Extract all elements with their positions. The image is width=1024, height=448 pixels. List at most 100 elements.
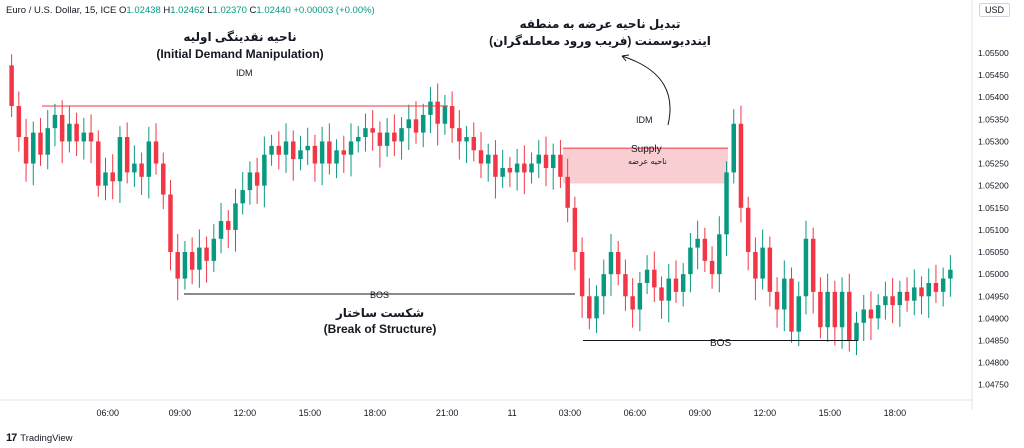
candle-body <box>933 282 939 292</box>
time-tick-label: 06:00 <box>624 408 647 418</box>
tradingview-branding[interactable]: 17 TradingView <box>6 432 73 444</box>
supply-label: Supply <box>631 144 662 155</box>
candle-body <box>413 119 419 133</box>
candle-body <box>269 145 274 155</box>
candle-body <box>276 145 282 155</box>
candle-body <box>348 141 354 155</box>
price-axis[interactable]: 1.05500 1.05450 1.05400 1.05350 1.05300 1.052… <box>971 0 1009 410</box>
candle-body <box>189 252 195 270</box>
candle-body <box>449 106 455 129</box>
candle-body <box>789 278 794 332</box>
time-tick-label: 03:00 <box>559 408 582 418</box>
candle-body <box>601 274 607 297</box>
candle-body <box>825 291 830 328</box>
candle-body <box>919 287 924 297</box>
candle-body <box>493 154 498 177</box>
candle-body <box>478 150 484 164</box>
time-tick-label: 15:00 <box>819 408 842 418</box>
candle-body <box>926 282 931 297</box>
bos-title-fa: شکست ساختار <box>335 306 425 320</box>
candle-body <box>377 132 383 146</box>
price-tick-label: 1.05150 <box>978 203 1009 213</box>
candle-body <box>471 137 477 151</box>
candle-body <box>161 163 166 195</box>
currency-button[interactable]: USD <box>978 3 1010 17</box>
candle-body <box>298 150 303 160</box>
candle-body <box>226 221 231 230</box>
candle-body <box>839 291 845 328</box>
candle-body <box>875 305 881 319</box>
candle-body <box>688 247 693 275</box>
candle-body <box>457 128 462 142</box>
candle-body <box>52 114 58 129</box>
candle-body <box>897 291 903 306</box>
candle-body <box>847 291 852 341</box>
initial-demand-title-fa: ناحیه نقدینگی اولیه <box>183 30 297 44</box>
candle-body <box>392 132 397 142</box>
low-value: 1.02370 <box>212 5 247 16</box>
price-tick-label: 1.05000 <box>978 269 1009 279</box>
tradingview-logo-icon: 17 <box>6 432 17 444</box>
candle-body <box>868 309 874 319</box>
candle-body <box>9 65 14 107</box>
close-label: C <box>249 5 257 16</box>
time-tick-label: 09:00 <box>169 408 192 418</box>
candle-body <box>615 252 621 275</box>
candle-body <box>522 163 527 173</box>
candle-body <box>81 132 87 142</box>
symbol-label[interactable]: Euro / U.S. Dollar, 15, ICE <box>6 5 117 16</box>
candle-body <box>774 291 780 310</box>
price-tick-label: 1.05200 <box>978 181 1009 191</box>
candle-body <box>435 101 440 124</box>
candle-body <box>500 167 505 177</box>
candle-body <box>204 247 209 261</box>
candle-body <box>305 145 310 151</box>
candle-body <box>399 128 404 142</box>
candle-body <box>753 252 758 279</box>
candle-body <box>355 137 361 142</box>
candle-body <box>240 190 245 204</box>
candle-body <box>818 291 823 328</box>
candle-body <box>334 150 339 164</box>
candle-body <box>153 141 159 164</box>
open-value: 1.02438 <box>126 5 161 16</box>
candle-body <box>695 238 700 248</box>
time-tick-label: 06:00 <box>96 408 119 418</box>
candle-body <box>572 207 578 253</box>
candle-body <box>536 154 542 164</box>
candle-body <box>74 123 79 142</box>
candle-body <box>283 141 289 155</box>
candle-body <box>803 238 809 297</box>
candle-body <box>420 114 426 133</box>
candle-body <box>717 234 722 275</box>
candle-body <box>709 260 715 275</box>
candle-body <box>464 137 469 142</box>
candle-body <box>637 282 643 310</box>
candle-body <box>514 163 520 173</box>
price-tick-label: 1.05250 <box>978 159 1009 169</box>
candle-body <box>558 154 563 177</box>
time-tick-label: 21:00 <box>436 408 459 418</box>
candle-body <box>370 128 375 133</box>
price-tick-label: 1.05450 <box>978 70 1009 80</box>
candle-body <box>854 322 859 341</box>
price-tick-label: 1.04850 <box>978 335 1009 345</box>
candle-body <box>233 203 238 230</box>
candle-body <box>319 141 325 164</box>
candle-body <box>23 137 29 164</box>
candle-body <box>543 154 549 168</box>
candle-body <box>890 296 895 306</box>
time-tick-label: 09:00 <box>689 408 712 418</box>
price-tick-label: 1.05500 <box>978 48 1009 58</box>
candle-body <box>594 296 599 319</box>
candle-body <box>608 252 614 275</box>
time-axis[interactable]: 06:00 09:00 12:00 15:00 18:00 21:00 11 03:00 06:… <box>0 399 972 418</box>
candle-body <box>630 296 635 310</box>
candle-body <box>565 176 570 208</box>
candle-body <box>254 172 260 186</box>
high-value: 1.02462 <box>170 5 205 16</box>
annotation-arrow-head <box>621 54 630 62</box>
idm-right-label: IDM <box>636 115 653 125</box>
candle-body <box>904 291 910 301</box>
